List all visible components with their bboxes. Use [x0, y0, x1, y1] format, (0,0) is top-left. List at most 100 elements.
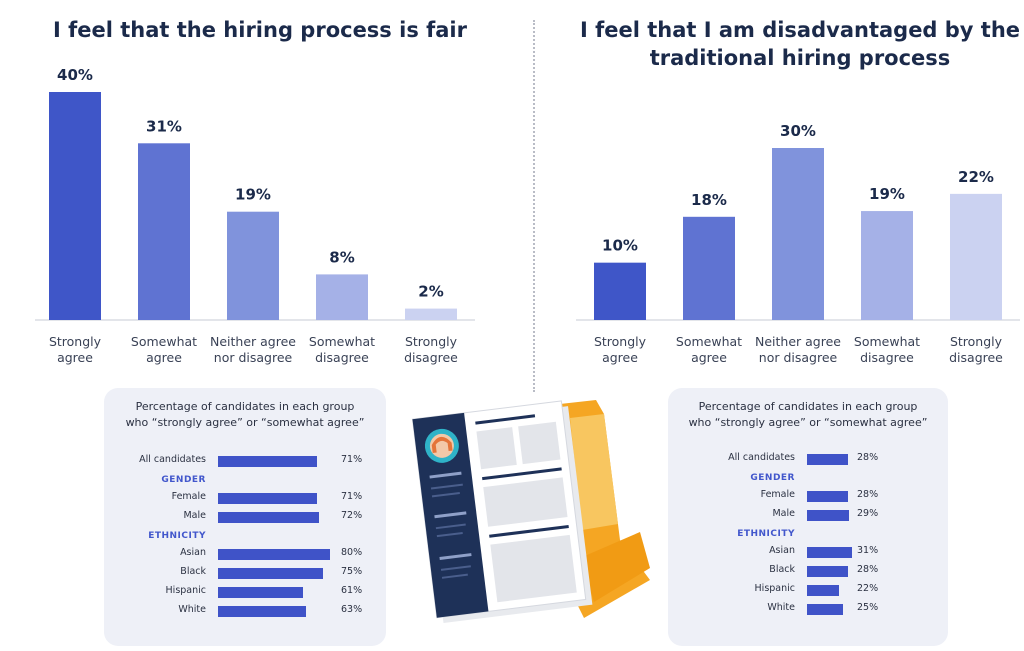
section-heading: ETHNICITY — [148, 531, 206, 541]
row-percent: 29% — [857, 508, 879, 519]
breakdown-row: All candidates 28% — [685, 452, 935, 466]
breakdown-row: Asian 31% — [685, 545, 935, 559]
row-bar — [807, 510, 850, 521]
bar-value-label: 10% — [602, 237, 638, 255]
category-label: agree — [146, 350, 182, 365]
row-percent: 63% — [341, 604, 363, 615]
bar-value-label: 22% — [958, 168, 994, 186]
category-label: Neither agree — [755, 334, 841, 349]
row-bar — [807, 585, 839, 596]
row-label: Asian — [769, 545, 795, 556]
category-label: disagree — [404, 350, 458, 365]
row-label: Asian — [180, 547, 206, 558]
row-percent: 72% — [341, 510, 363, 521]
category-label: Strongly — [405, 334, 458, 349]
row-bar — [807, 454, 848, 465]
bar — [405, 308, 457, 320]
category-label: Strongly — [49, 334, 102, 349]
category-label: Somewhat — [309, 334, 375, 349]
row-percent: 31% — [857, 545, 879, 556]
row-label: Female — [760, 489, 795, 500]
bar — [772, 148, 824, 320]
group-breakdown-card-left: Percentage of candidates in each group w… — [104, 388, 386, 646]
row-bar — [807, 491, 848, 502]
row-bar — [807, 566, 848, 577]
bar-value-label: 19% — [235, 186, 271, 204]
row-percent: 28% — [857, 564, 879, 575]
row-label: Male — [772, 508, 795, 519]
bar — [316, 274, 368, 320]
group-breakdown-card-right: Percentage of candidates in each group w… — [668, 388, 948, 646]
category-label: Strongly — [594, 334, 647, 349]
category-label: agree — [602, 350, 638, 365]
bar — [861, 211, 913, 320]
category-label: agree — [57, 350, 93, 365]
row-percent: 80% — [341, 547, 363, 558]
bar-value-label: 2% — [418, 283, 443, 301]
bar-value-label: 31% — [146, 117, 182, 135]
breakdown-row: All candidates 71% — [96, 454, 362, 468]
row-label: Black — [769, 564, 795, 575]
bar-value-label: 18% — [691, 191, 727, 209]
row-bar — [218, 587, 304, 598]
row-label: Black — [180, 566, 206, 577]
row-label: White — [178, 604, 206, 615]
row-bar — [218, 606, 307, 617]
card-title-right: Percentage of candidates in each group w… — [688, 400, 928, 429]
category-label: disagree — [315, 350, 369, 365]
breakdown-row: Black 28% — [685, 564, 935, 578]
row-percent: 71% — [341, 454, 363, 465]
resume-document-icon — [411, 400, 593, 623]
row-percent: 28% — [857, 489, 879, 500]
bar-value-label: 19% — [869, 185, 905, 203]
section-heading: ETHNICITY — [737, 529, 795, 539]
breakdown-row: White 25% — [685, 602, 935, 616]
row-label: All candidates — [728, 452, 795, 463]
row-bar — [218, 512, 319, 523]
row-bar — [218, 493, 318, 504]
row-bar — [807, 604, 844, 615]
bar — [138, 143, 190, 320]
chart-title-left: I feel that the hiring process is fair — [53, 18, 467, 42]
section-heading: GENDER — [750, 473, 795, 483]
row-percent: 75% — [341, 566, 363, 577]
row-label: Hispanic — [165, 585, 206, 596]
resume-folder-icon — [411, 400, 650, 623]
bar — [227, 211, 279, 320]
category-label: Somewhat — [854, 334, 920, 349]
breakdown-row: Hispanic 22% — [685, 583, 935, 597]
row-bar — [218, 456, 318, 467]
bar — [683, 216, 735, 320]
breakdown-row: Female 28% — [685, 489, 935, 503]
row-bar — [218, 549, 330, 560]
divider — [533, 20, 535, 392]
breakdown-row: Asian 80% — [96, 547, 362, 561]
bar-value-label: 40% — [57, 66, 93, 84]
category-label: nor disagree — [214, 350, 293, 365]
bar — [594, 262, 646, 320]
row-percent: 28% — [857, 452, 879, 463]
category-label: Somewhat — [676, 334, 742, 349]
row-percent: 61% — [341, 585, 363, 596]
row-label: Male — [183, 510, 206, 521]
row-percent: 25% — [857, 602, 879, 613]
breakdown-row: Hispanic 61% — [96, 585, 362, 599]
bar — [950, 193, 1002, 320]
category-label: nor disagree — [759, 350, 838, 365]
category-label: Neither agree — [210, 334, 296, 349]
breakdown-row: Black 75% — [96, 566, 362, 580]
category-label: disagree — [860, 350, 914, 365]
bar-value-label: 8% — [329, 248, 354, 266]
breakdown-row: Male 29% — [685, 508, 935, 522]
row-bar — [807, 547, 852, 558]
bar-chart-left: 40%Stronglyagree31%Somewhatagree19%Neith… — [35, 66, 475, 365]
bar — [49, 92, 101, 320]
row-percent: 22% — [857, 583, 879, 594]
bar-value-label: 30% — [780, 122, 816, 140]
breakdown-row: Male 72% — [96, 510, 362, 524]
row-label: Female — [171, 491, 206, 502]
category-label: agree — [691, 350, 727, 365]
section-heading: GENDER — [161, 475, 206, 485]
row-bar — [218, 568, 323, 579]
category-label: disagree — [949, 350, 1003, 365]
